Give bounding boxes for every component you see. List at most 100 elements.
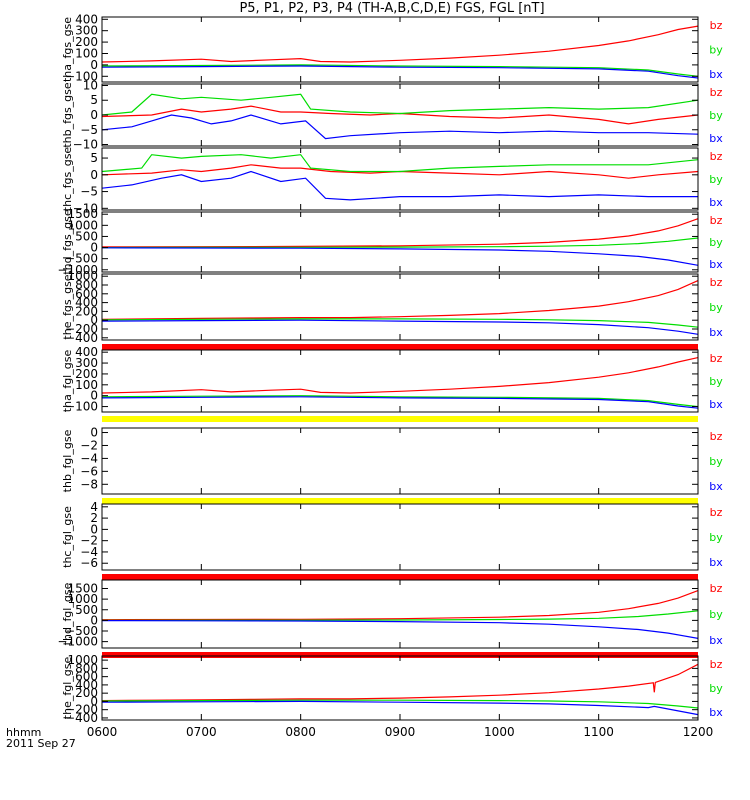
date-label: 2011 Sep 27 bbox=[6, 737, 76, 750]
y-axis-label: thc_fgl_gse bbox=[61, 506, 74, 568]
legend-label-by: by bbox=[709, 455, 723, 468]
x-tick-label: 1100 bbox=[583, 725, 614, 739]
legend-label-bz: bz bbox=[710, 214, 723, 227]
time-unit-label: hhmm bbox=[6, 726, 41, 739]
series-line-bx bbox=[101, 114, 699, 140]
series-line-by bbox=[101, 610, 699, 621]
legend-label-bz: bz bbox=[710, 19, 723, 32]
y-axis-label: the_fgl_gse bbox=[61, 657, 74, 720]
y-tick-label: −200 bbox=[65, 322, 98, 336]
y-tick-label: 0 bbox=[90, 241, 98, 255]
y-axis-label: thc_fgs_gse bbox=[61, 147, 74, 212]
y-tick-label: 0 bbox=[90, 522, 98, 536]
series-line-bz bbox=[101, 663, 699, 702]
legend-label-bz: bz bbox=[710, 276, 723, 289]
y-tick-label: −4 bbox=[80, 545, 98, 559]
series-line-bz bbox=[101, 164, 699, 179]
y-axis-label: tha_fgs_gse bbox=[61, 17, 74, 82]
y-axis-label: thd_fgl_gse bbox=[61, 582, 74, 645]
y-tick-label: 200 bbox=[75, 367, 98, 381]
y-axis-label: the_fgs_gse bbox=[61, 274, 74, 339]
status-bar-yellow bbox=[102, 416, 698, 422]
y-tick-label: 0 bbox=[90, 389, 98, 403]
panel: 420−2−4−6 thc_fgl_gse bz by bx bbox=[61, 500, 723, 580]
y-tick-label: 0 bbox=[90, 168, 98, 182]
y-axis-label: tha_fgl_gse bbox=[61, 350, 74, 413]
y-tick-label: 100 bbox=[75, 46, 98, 60]
y-tick-label: −400 bbox=[65, 331, 98, 345]
x-tick-label: 0900 bbox=[385, 725, 416, 739]
legend-label-bz: bz bbox=[710, 430, 723, 443]
legend-label-bx: bx bbox=[709, 556, 723, 569]
series-line-by bbox=[101, 237, 699, 249]
y-tick-label: −6 bbox=[80, 464, 98, 478]
y-tick-label: 400 bbox=[75, 296, 98, 310]
series-line-bz bbox=[101, 25, 699, 63]
y-tick-label: 1000 bbox=[67, 269, 98, 283]
series-line-bx bbox=[101, 700, 699, 716]
legend-label-bx: bx bbox=[709, 132, 723, 145]
y-tick-label: 200 bbox=[75, 304, 98, 318]
series-line-bx bbox=[101, 396, 699, 409]
y-tick-label: 600 bbox=[75, 670, 98, 684]
panel: 0−2−4−6−8 thb_fgl_gse bz by bx bbox=[61, 426, 723, 504]
legend-label-by: by bbox=[709, 608, 723, 621]
series-line-bz bbox=[101, 218, 699, 248]
y-tick-label: −4 bbox=[80, 451, 98, 465]
y-tick-label: 0 bbox=[90, 313, 98, 327]
y-tick-label: 1000 bbox=[67, 592, 98, 606]
y-tick-label: 500 bbox=[75, 229, 98, 243]
series-line-bx bbox=[101, 247, 699, 266]
series-line-bz bbox=[101, 105, 699, 125]
legend-label-bx: bx bbox=[709, 480, 723, 493]
legend-label-bx: bx bbox=[709, 326, 723, 339]
series-line-by bbox=[101, 64, 699, 77]
y-tick-label: −100 bbox=[65, 69, 98, 83]
y-tick-label: 500 bbox=[75, 603, 98, 617]
legend-label-bz: bz bbox=[710, 150, 723, 163]
y-tick-label: 1000 bbox=[67, 218, 98, 232]
y-tick-label: −10 bbox=[73, 201, 98, 215]
y-tick-label: −2 bbox=[80, 534, 98, 548]
y-tick-label: −6 bbox=[80, 556, 98, 570]
series-line-bx bbox=[101, 170, 698, 201]
legend-label-bx: bx bbox=[709, 196, 723, 209]
y-tick-label: 0 bbox=[90, 694, 98, 708]
panel-frame bbox=[101, 427, 699, 495]
legend-label-by: by bbox=[709, 682, 723, 695]
y-tick-label: 200 bbox=[75, 686, 98, 700]
legend-label-bx: bx bbox=[709, 258, 723, 271]
y-tick-label: 0 bbox=[90, 108, 98, 122]
series-line-by bbox=[101, 154, 699, 173]
y-tick-label: −8 bbox=[80, 477, 98, 491]
y-tick-label: 100 bbox=[75, 378, 98, 392]
y-axis-label: thb_fgl_gse bbox=[61, 429, 74, 492]
legend-label-by: by bbox=[709, 375, 723, 388]
legend-label-bz: bz bbox=[710, 506, 723, 519]
y-tick-label: −200 bbox=[65, 703, 98, 717]
legend-label-bx: bx bbox=[709, 398, 723, 411]
series-line-bx bbox=[101, 319, 699, 335]
series-line-bz bbox=[101, 590, 699, 621]
legend-label-bz: bz bbox=[710, 86, 723, 99]
series-line-bz bbox=[101, 357, 699, 394]
panel-frame bbox=[101, 273, 699, 341]
series-line-bz bbox=[101, 280, 699, 320]
legend-label-by: by bbox=[709, 531, 723, 544]
y-tick-label: 2 bbox=[90, 511, 98, 525]
status-bar-red bbox=[102, 574, 698, 580]
series-line-by bbox=[101, 318, 699, 328]
x-tick-label: 1000 bbox=[484, 725, 515, 739]
series-line-by bbox=[101, 93, 699, 116]
y-tick-label: 1000 bbox=[67, 653, 98, 667]
status-bar-yellow bbox=[102, 498, 698, 504]
y-tick-label: 400 bbox=[75, 345, 98, 359]
y-tick-label: 5 bbox=[90, 93, 98, 107]
